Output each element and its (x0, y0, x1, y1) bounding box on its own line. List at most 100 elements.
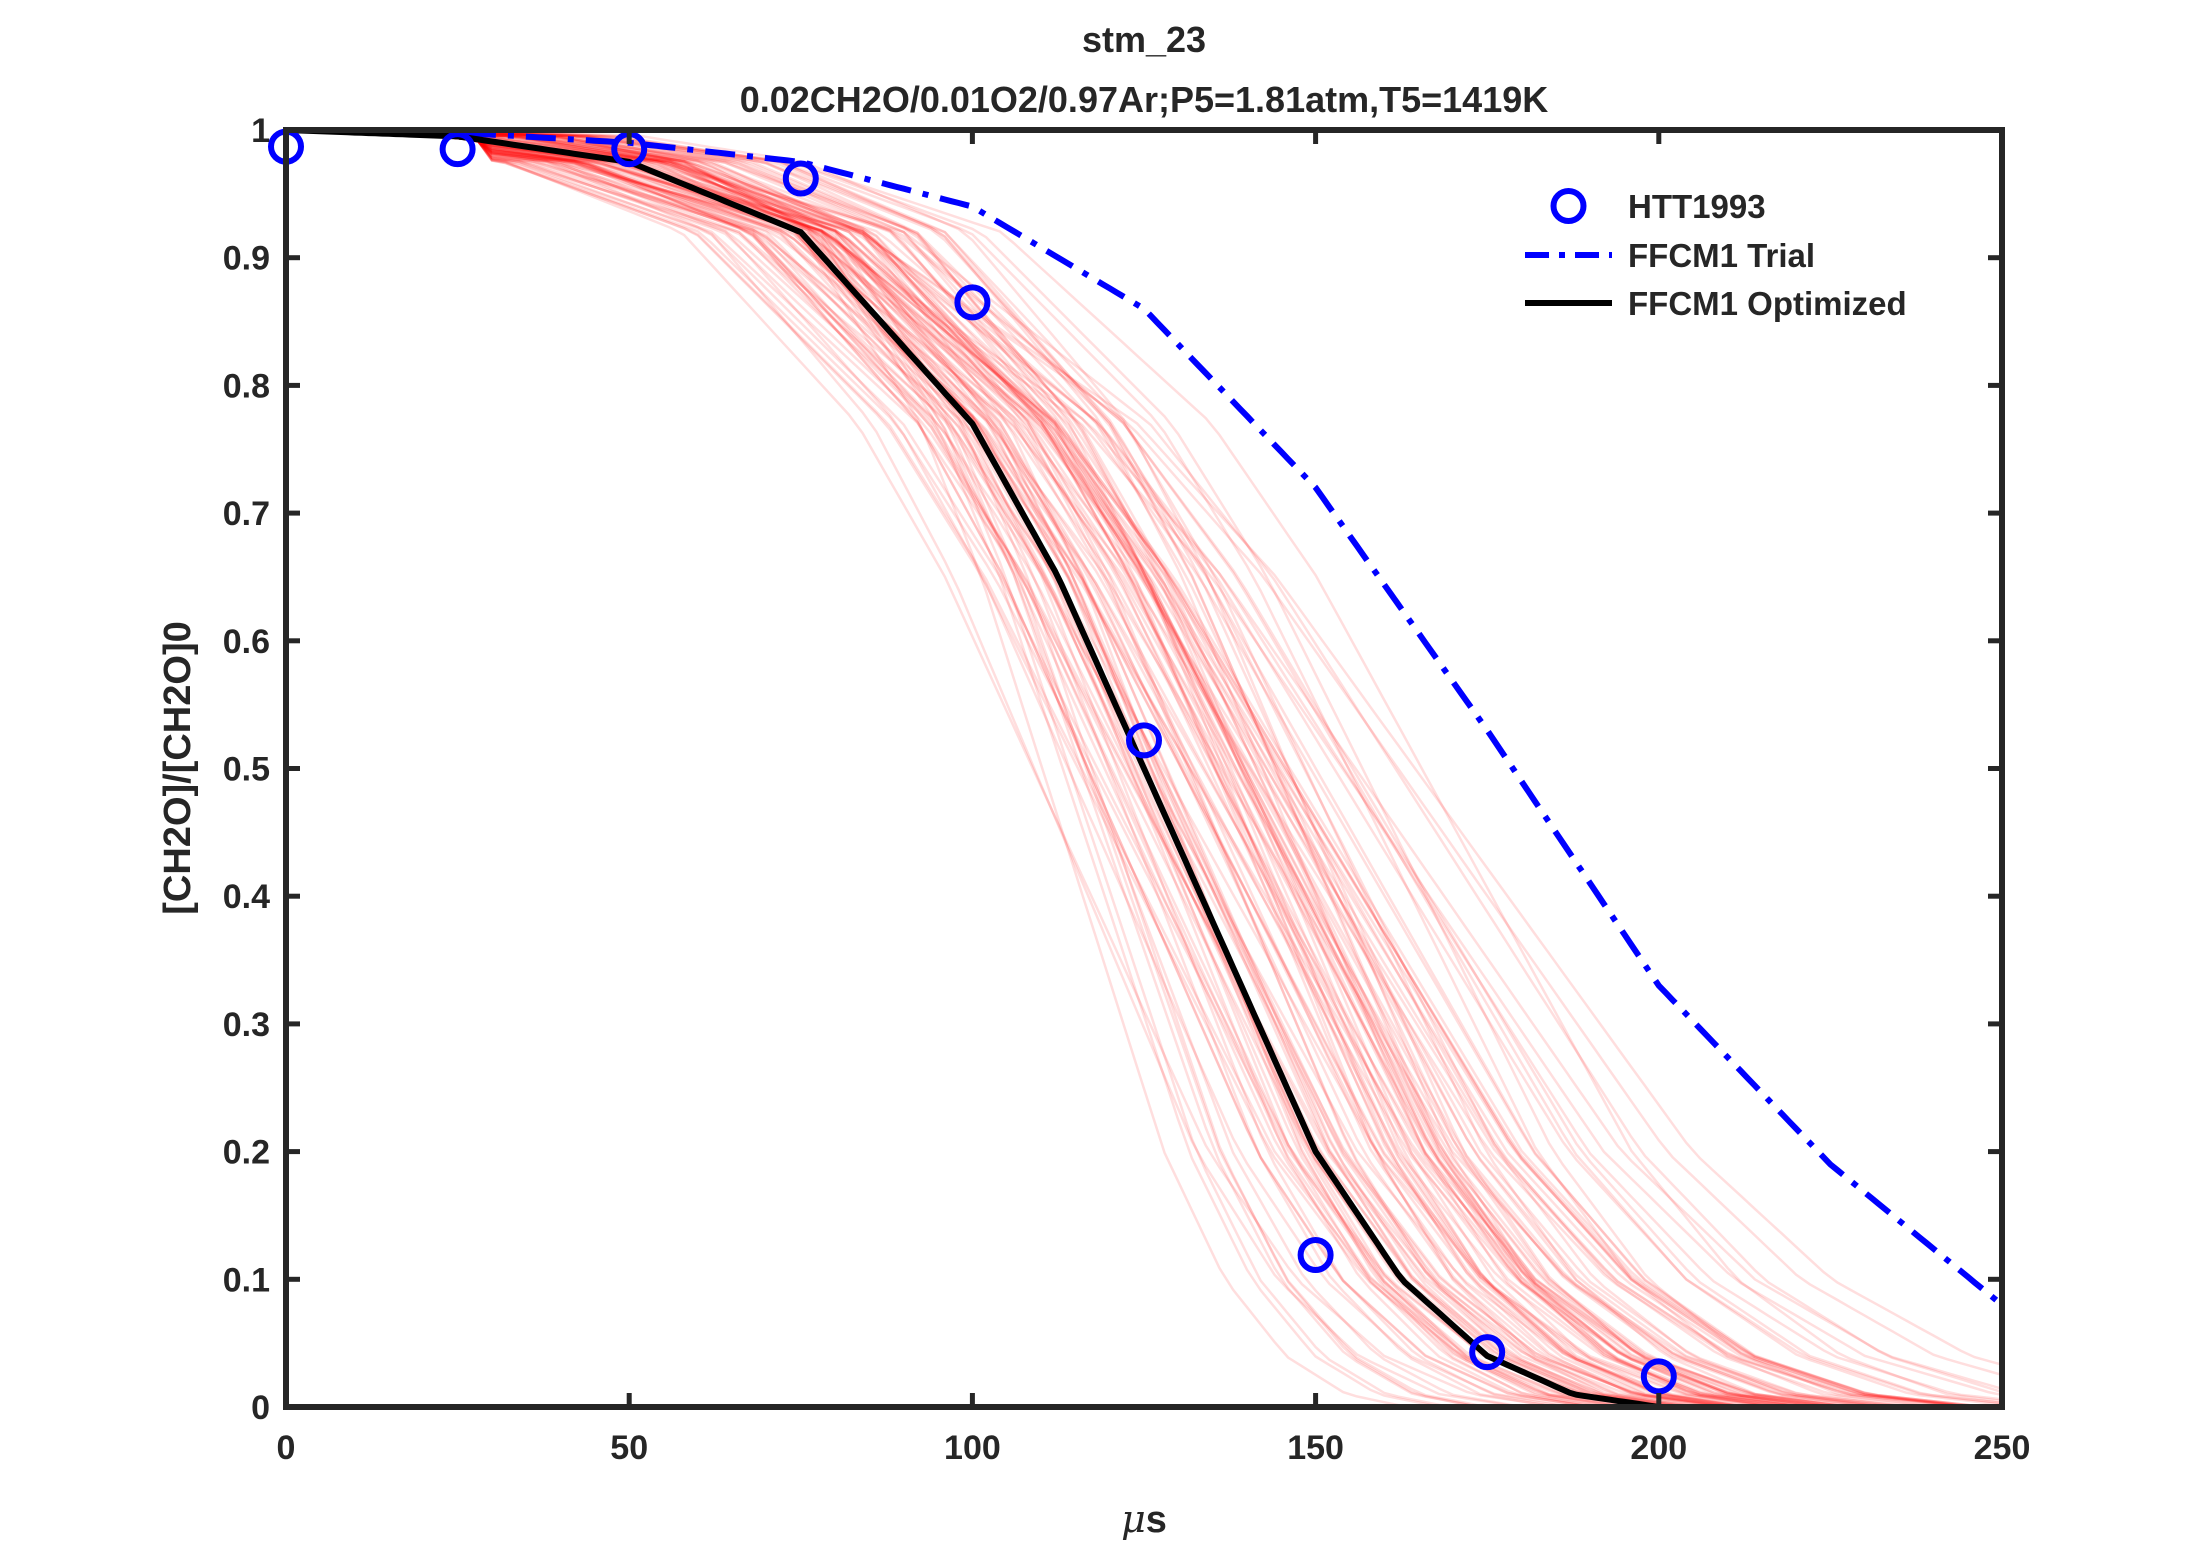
y-tick-label: 0.1 (223, 1261, 270, 1299)
x-axis-label-unit: s (1146, 1499, 1167, 1541)
chart-subtitle: 0.02CH2O/0.01O2/0.97Ar;P5=1.81atm,T5=141… (740, 79, 1549, 120)
plot-area (268, 128, 2002, 1407)
ensemble-line (286, 130, 2002, 1407)
x-tick-label: 200 (1630, 1429, 1687, 1467)
data-point-htt1993 (1469, 1334, 1506, 1371)
series-line-ffcm1-trial (286, 130, 2002, 1308)
ensemble-line (286, 130, 2002, 1407)
ensemble-line (286, 130, 2002, 1407)
ensemble-line (286, 130, 2002, 1407)
ensemble-line (286, 130, 2002, 1407)
ensemble-line (286, 130, 2002, 1407)
x-tick-label: 150 (1287, 1429, 1344, 1467)
legend-label: FFCM1 Trial (1628, 237, 1815, 274)
data-point-htt1993 (1640, 1358, 1677, 1395)
ensemble-line (286, 130, 2002, 1407)
y-axis-label: [CH2O]/[CH2O]0 (157, 621, 199, 914)
ensemble-line (286, 130, 2002, 1407)
ensemble-line (286, 130, 2002, 1407)
data-point-htt1993 (1297, 1237, 1334, 1274)
ensemble-line (286, 130, 2002, 1407)
x-tick-label: 0 (277, 1429, 296, 1467)
ensemble-line (286, 130, 2002, 1407)
ensemble-line (286, 130, 2002, 1407)
ensemble-line (286, 130, 2002, 1407)
ensemble-line (286, 130, 2002, 1407)
ensemble-line (286, 130, 2002, 1407)
y-tick-label: 0.5 (223, 751, 270, 789)
ensemble-line (286, 130, 2002, 1407)
y-tick-label: 0.9 (223, 240, 270, 278)
ensemble-line (286, 130, 2002, 1407)
ensemble-line (286, 130, 2002, 1407)
ensemble-line (286, 130, 2002, 1407)
ensemble-line (286, 130, 2002, 1407)
ensemble-line (286, 130, 2002, 1407)
legend-label: FFCM1 Optimized (1628, 285, 1907, 322)
y-tick-label: 0.3 (223, 1006, 270, 1044)
series-line-ffcm1-optimized (286, 130, 2002, 1407)
ensemble-line (286, 130, 2002, 1407)
y-tick-label: 0.7 (223, 495, 270, 533)
ensemble-line (286, 130, 2002, 1407)
legend-marker-htt1993 (1550, 188, 1587, 224)
x-tick-label: 50 (610, 1429, 648, 1467)
ensemble-line (286, 130, 2002, 1407)
ensemble-line (286, 130, 2002, 1406)
ensemble-line (286, 130, 2002, 1407)
ensemble-line (286, 130, 2002, 1366)
ensemble-line (286, 130, 2002, 1407)
data-point-htt1993 (782, 160, 819, 197)
ensemble-line (286, 130, 2002, 1407)
ensemble-line (286, 130, 2002, 1407)
ensemble-line (286, 130, 2002, 1407)
ensemble-line (286, 130, 2002, 1407)
ensemble-line (286, 130, 2002, 1401)
ensemble-line (286, 130, 2002, 1377)
ensemble-line (286, 130, 2002, 1407)
ensemble-line (286, 130, 2002, 1407)
ensemble-line (286, 130, 2002, 1407)
ensemble-line (286, 130, 2002, 1407)
ensemble-line (286, 130, 2002, 1407)
ensemble-line (286, 130, 2002, 1407)
ensemble-line (286, 130, 2002, 1407)
ensemble-line (286, 130, 2002, 1407)
ensemble-line (286, 130, 2002, 1403)
ensemble-line (286, 130, 2002, 1407)
y-tick-label: 1 (251, 112, 270, 150)
ensemble-line (286, 130, 2002, 1397)
data-point-htt1993 (439, 131, 476, 168)
ensemble-line (286, 130, 2002, 1407)
ensemble-line (286, 130, 2002, 1407)
ensemble-line (286, 130, 2002, 1407)
ensemble-line (286, 130, 2002, 1407)
x-axis-label: μs (1121, 1497, 1167, 1541)
ensemble-line (286, 130, 2002, 1407)
ensemble-line (286, 130, 2002, 1407)
data-point-htt1993 (954, 284, 991, 321)
ensemble-line (286, 130, 2002, 1407)
y-tick-label: 0.6 (223, 623, 270, 661)
ensemble-line (286, 130, 2002, 1407)
ensemble-line (286, 130, 2002, 1407)
ensemble-line (286, 130, 2002, 1407)
ensemble-line (286, 130, 2002, 1407)
ensemble-line (286, 130, 2002, 1407)
y-tick-label: 0.2 (223, 1134, 270, 1172)
ensemble-line (286, 130, 2002, 1407)
ensemble-line (286, 130, 2002, 1390)
ensemble-line (286, 130, 2002, 1407)
ensemble-line (286, 130, 2002, 1407)
ensemble-line (286, 130, 2002, 1407)
legend-label: HTT1993 (1628, 188, 1766, 225)
ensemble-line (286, 130, 2002, 1407)
ensemble-line (286, 130, 2002, 1407)
y-tick-label: 0.8 (223, 367, 270, 405)
ensemble-line (286, 130, 2002, 1407)
legend: HTT1993 FFCM1 Trial FFCM1 Optimized (1525, 188, 1907, 322)
y-tick-label: 0.4 (223, 878, 270, 916)
ensemble-line (286, 130, 2002, 1407)
ensemble-group (286, 130, 2002, 1407)
